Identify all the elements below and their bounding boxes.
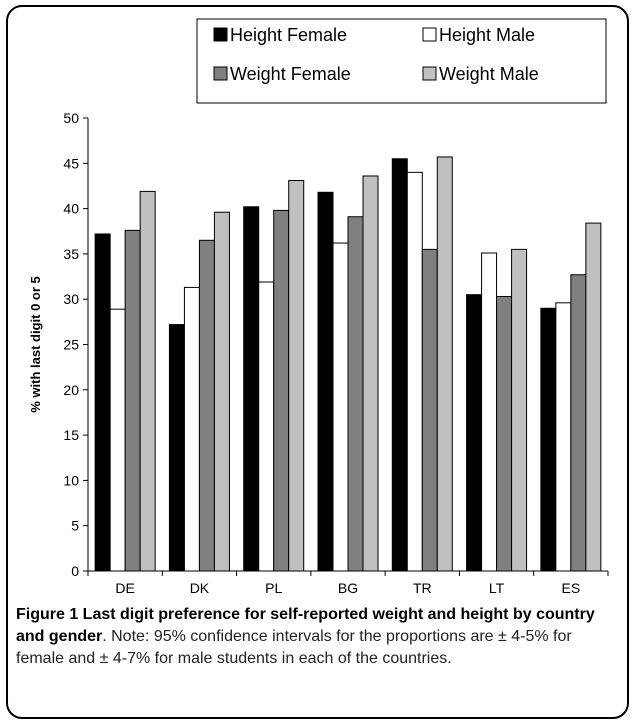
bar bbox=[124, 229, 141, 572]
bar bbox=[511, 248, 528, 572]
y-tick-label: 25 bbox=[63, 337, 79, 353]
y-tick-label: 5 bbox=[71, 518, 79, 534]
bar bbox=[183, 286, 200, 572]
caption-title: Figure 1 Last digit preference for self-… bbox=[16, 606, 595, 645]
legend-label: Height Female bbox=[230, 25, 347, 45]
bar bbox=[391, 158, 408, 572]
x-tick-label: BG bbox=[338, 580, 358, 596]
y-tick-label: 35 bbox=[63, 246, 79, 262]
y-tick-label: 40 bbox=[63, 201, 79, 217]
legend-swatch bbox=[422, 66, 437, 81]
y-tick-label: 20 bbox=[63, 382, 79, 398]
bar bbox=[347, 216, 364, 572]
x-tick-label: ES bbox=[562, 580, 581, 596]
x-tick-label: PL bbox=[265, 580, 282, 596]
y-tick-label: 10 bbox=[63, 472, 79, 488]
bar bbox=[213, 211, 230, 572]
legend-label: Weight Male bbox=[439, 64, 539, 84]
x-tick-label: LT bbox=[489, 580, 505, 596]
bar bbox=[168, 324, 185, 572]
y-tick-label: 45 bbox=[63, 155, 79, 171]
y-tick-label: 15 bbox=[63, 427, 79, 443]
bar bbox=[540, 307, 557, 572]
bar bbox=[258, 281, 275, 572]
x-tick-label: DK bbox=[190, 580, 210, 596]
bar bbox=[243, 206, 260, 572]
caption-body: . Note: 95% confidence intervals for the… bbox=[16, 628, 572, 667]
bar bbox=[436, 156, 453, 572]
x-tick-label: DE bbox=[115, 580, 134, 596]
bar bbox=[466, 294, 483, 572]
bar bbox=[332, 242, 349, 572]
legend-swatch bbox=[213, 27, 228, 42]
bar bbox=[585, 222, 602, 572]
bar bbox=[496, 295, 513, 572]
legend-box bbox=[196, 18, 607, 104]
y-tick-label: 0 bbox=[71, 563, 79, 579]
bar bbox=[198, 239, 215, 572]
bar bbox=[570, 274, 587, 572]
legend-label: Height Male bbox=[439, 25, 535, 45]
y-tick-label: 50 bbox=[63, 110, 79, 126]
figure-caption: Figure 1 Last digit preference for self-… bbox=[16, 604, 620, 670]
bar-chart: 0 5 10 15 20 25 30 35 40 45 50 % with last digit 0 … bbox=[28, 18, 609, 596]
bar bbox=[421, 248, 438, 572]
bar bbox=[555, 302, 572, 572]
legend-swatch bbox=[213, 66, 228, 81]
bar bbox=[109, 308, 126, 572]
bar bbox=[406, 171, 423, 572]
bar bbox=[362, 175, 379, 572]
bar bbox=[288, 180, 305, 572]
x-tick-label: TR bbox=[413, 580, 432, 596]
bar bbox=[273, 209, 290, 572]
legend-label: Weight Female bbox=[230, 64, 351, 84]
y-tick-label: 30 bbox=[63, 291, 79, 307]
y-axis-label: % with last digit 0 or 5 bbox=[28, 276, 43, 413]
bar bbox=[481, 252, 498, 572]
legend-swatch bbox=[422, 27, 437, 42]
bar bbox=[139, 190, 156, 572]
bar bbox=[317, 191, 334, 572]
bar bbox=[94, 233, 111, 572]
